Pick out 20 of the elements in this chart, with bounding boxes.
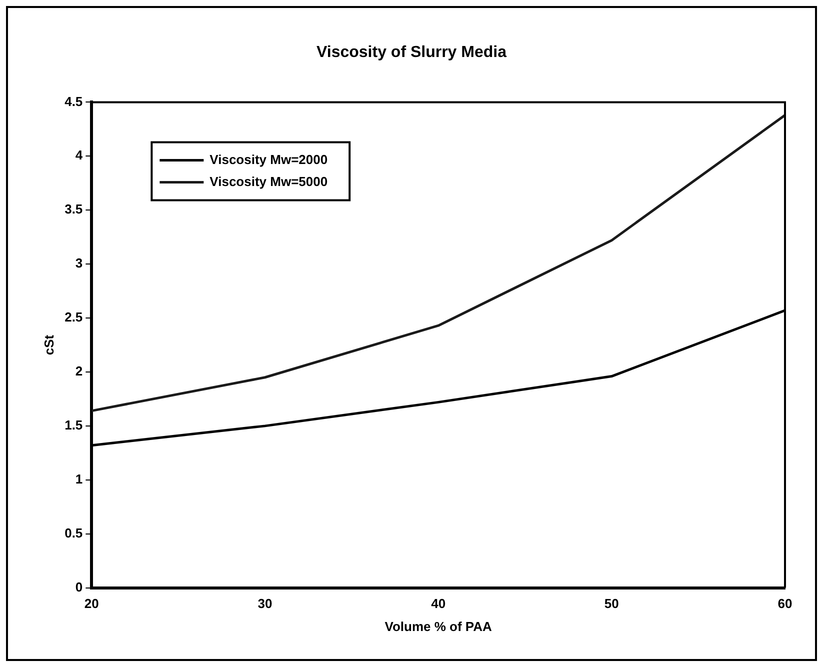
y-tick-label: 4.5: [64, 94, 83, 109]
legend-label: Viscosity Mw=5000: [210, 174, 328, 189]
x-axis-title: Volume % of PAA: [384, 618, 493, 634]
x-tick-label: 50: [604, 596, 619, 612]
y-tick-label: 2.5: [64, 310, 83, 325]
legend-label: Viscosity Mw=2000: [210, 152, 328, 167]
y-tick-label: 4: [75, 148, 84, 163]
x-tick-label: 20: [84, 596, 99, 612]
x-tick-label: 60: [778, 596, 792, 612]
y-tick-label: 0.5: [64, 525, 83, 540]
y-tick-label: 3: [75, 256, 83, 271]
y-tick-label: 3.5: [64, 202, 83, 217]
y-tick-label: 0: [75, 579, 83, 594]
y-tick-label: 2: [75, 364, 83, 379]
y-tick-label: 1.5: [64, 418, 83, 433]
chart-title: Viscosity of Slurry Media: [316, 44, 507, 62]
x-tick-label: 40: [431, 596, 446, 612]
y-axis-title: cSt: [41, 334, 56, 356]
x-tick-label: 30: [258, 596, 272, 612]
y-tick-label: 1: [75, 471, 83, 486]
